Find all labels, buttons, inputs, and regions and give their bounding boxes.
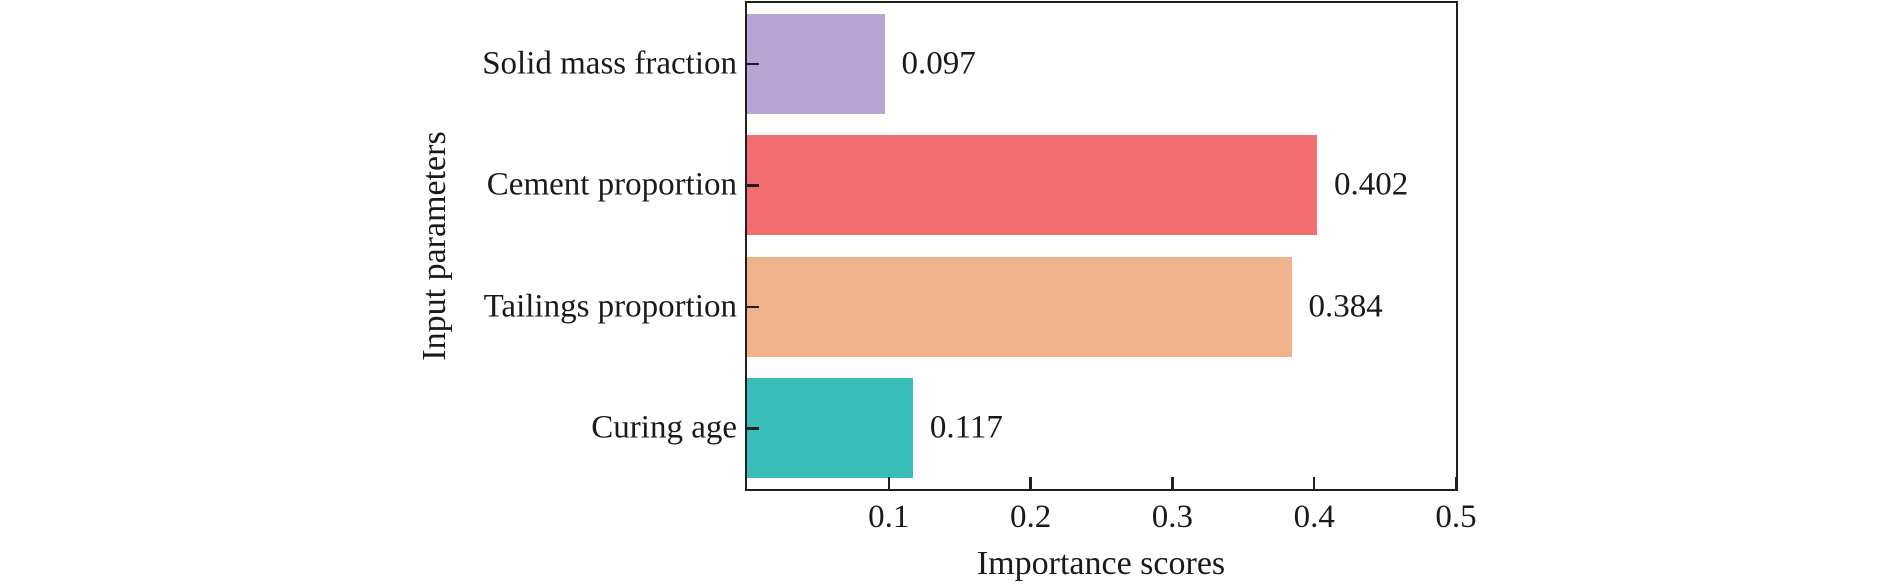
y-tick	[747, 305, 759, 308]
x-tick	[1454, 477, 1458, 489]
x-tick-label: 0.2	[1009, 498, 1052, 535]
x-tick-label: 0.3	[1151, 498, 1194, 535]
x-tick	[1312, 477, 1316, 489]
y-tick	[747, 427, 759, 430]
x-axis-title: Importance scores	[976, 545, 1226, 582]
x-tick-label: 0.1	[868, 498, 910, 535]
category-label: Solid mass fraction	[482, 45, 737, 82]
plot-area-border	[744, 0, 1458, 491]
x-tick-label: 0.4	[1293, 498, 1335, 535]
bar-1	[747, 135, 1318, 236]
bar-value-label: 0.097	[901, 45, 976, 82]
category-label: Curing age	[591, 409, 737, 446]
category-label: Tailings proportion	[483, 288, 737, 325]
category-label: Cement proportion	[486, 166, 737, 203]
bar-value-label: 0.117	[929, 409, 1003, 446]
bar-2	[747, 256, 1292, 357]
x-tick	[1029, 477, 1032, 489]
bar-value-label: 0.384	[1308, 288, 1383, 325]
bar-3	[747, 378, 913, 479]
x-tick	[887, 477, 891, 489]
y-tick	[747, 62, 759, 65]
y-tick	[747, 184, 759, 187]
bar-0	[747, 13, 885, 114]
x-tick	[1171, 477, 1174, 489]
x-tick-label: 0.5	[1435, 498, 1477, 535]
bar-value-label: 0.402	[1334, 166, 1409, 203]
